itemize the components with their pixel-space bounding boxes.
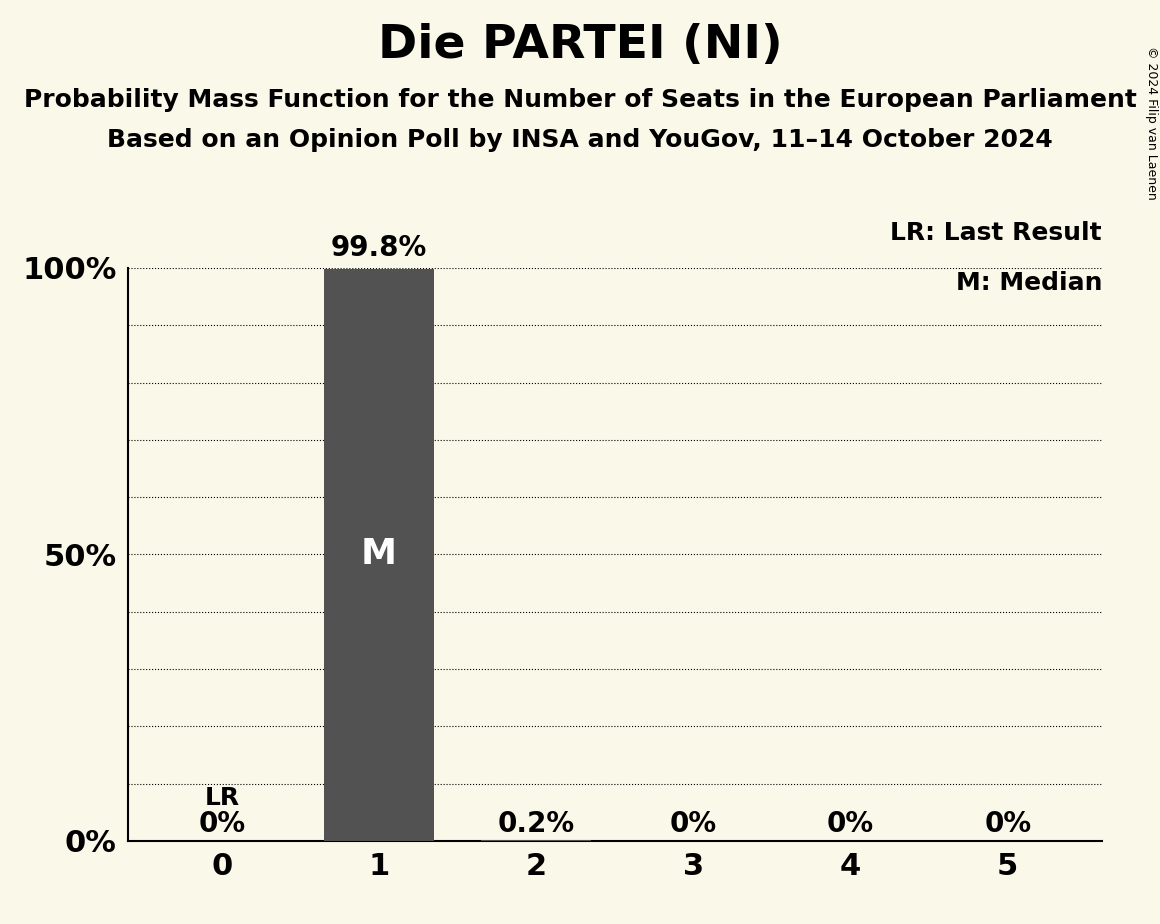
Bar [481,840,592,841]
Text: LR: Last Result: LR: Last Result [891,221,1102,245]
Text: 0%: 0% [827,810,875,838]
Bar [324,269,434,841]
Text: 0%: 0% [984,810,1031,838]
Text: LR: LR [204,786,239,809]
Text: M: Median: M: Median [956,271,1102,295]
Text: 0%: 0% [198,810,246,838]
Text: Based on an Opinion Poll by INSA and YouGov, 11–14 October 2024: Based on an Opinion Poll by INSA and You… [107,128,1053,152]
Text: © 2024 Filip van Laenen: © 2024 Filip van Laenen [1145,46,1159,200]
Text: M: M [361,538,397,571]
Text: 99.8%: 99.8% [331,234,427,262]
Text: 0.2%: 0.2% [498,810,575,838]
Text: Die PARTEI (NI): Die PARTEI (NI) [378,23,782,68]
Text: 0%: 0% [669,810,717,838]
Text: Probability Mass Function for the Number of Seats in the European Parliament: Probability Mass Function for the Number… [23,88,1137,112]
